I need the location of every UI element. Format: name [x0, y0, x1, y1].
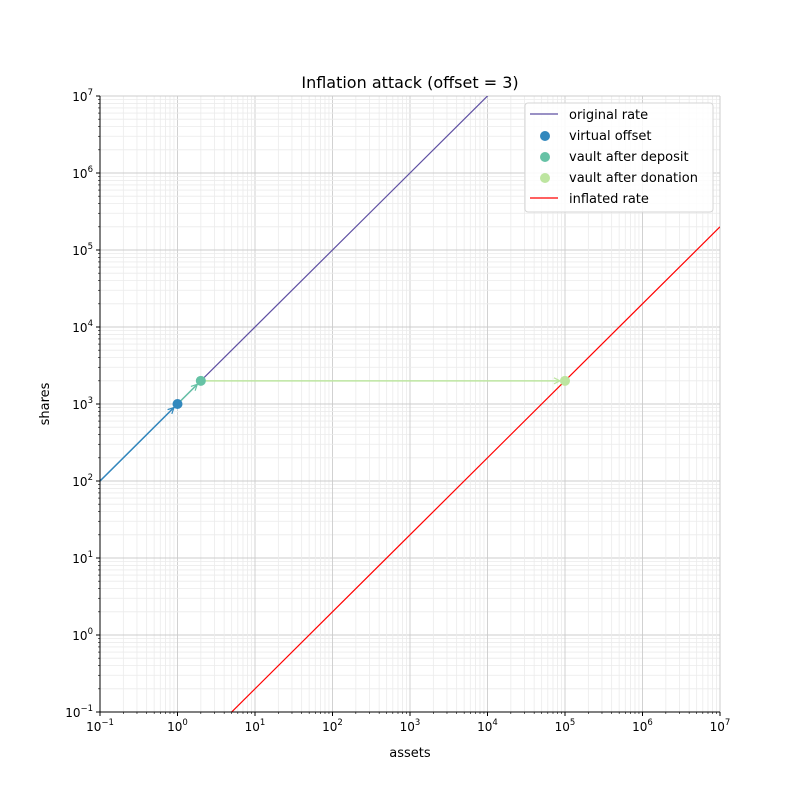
y-tick-label: 102: [72, 473, 93, 489]
point-virtual-offset: [172, 399, 183, 409]
series-line-inflated-rate: [230, 226, 720, 712]
y-axis-label: shares: [38, 382, 53, 425]
chart-title: Inflation attack (offset = 3): [301, 73, 518, 92]
plot-area: [100, 96, 720, 712]
y-tick-label: 107: [72, 88, 93, 104]
axes: 10−1 100 101 102 103 104 105 106 107 10−1 100 101 10…: [65, 88, 730, 734]
x-tick-label: 105: [555, 718, 576, 734]
legend-label: vault after donation: [569, 171, 698, 186]
x-tick-label: 100: [167, 718, 188, 734]
legend-swatch: [540, 131, 550, 141]
legend-label: vault after deposit: [569, 150, 689, 165]
y-tick-label: 106: [72, 165, 93, 181]
x-tick-label: 106: [632, 718, 653, 734]
legend-label: inflated rate: [569, 192, 649, 207]
x-axis-label: assets: [389, 746, 431, 761]
arrow-0: [100, 406, 175, 482]
x-tick-label: 10−1: [86, 718, 114, 734]
y-tick-label: 104: [72, 319, 93, 335]
y-tick-label: 101: [72, 550, 93, 566]
y-tick-label: 105: [72, 242, 93, 258]
point-vault-after-deposit: [195, 375, 206, 386]
legend-swatch: [540, 173, 550, 183]
x-tick-label: 107: [710, 718, 731, 734]
x-tick-label: 101: [245, 718, 266, 734]
point-vault-after-donation: [560, 375, 570, 386]
legend-swatch: [540, 152, 550, 162]
x-tick-label: 104: [477, 718, 498, 734]
x-tick-label: 103: [400, 718, 421, 734]
y-tick-label: 100: [72, 627, 93, 643]
y-tick-label: 10−1: [65, 704, 93, 720]
legend-label: original rate: [569, 108, 648, 123]
legend-label: virtual offset: [569, 129, 651, 144]
y-tick-label: 103: [72, 396, 93, 412]
x-tick-label: 102: [322, 718, 343, 734]
legend: original rate virtual offset vault after d…: [524, 102, 714, 213]
legend-box: [524, 102, 714, 213]
